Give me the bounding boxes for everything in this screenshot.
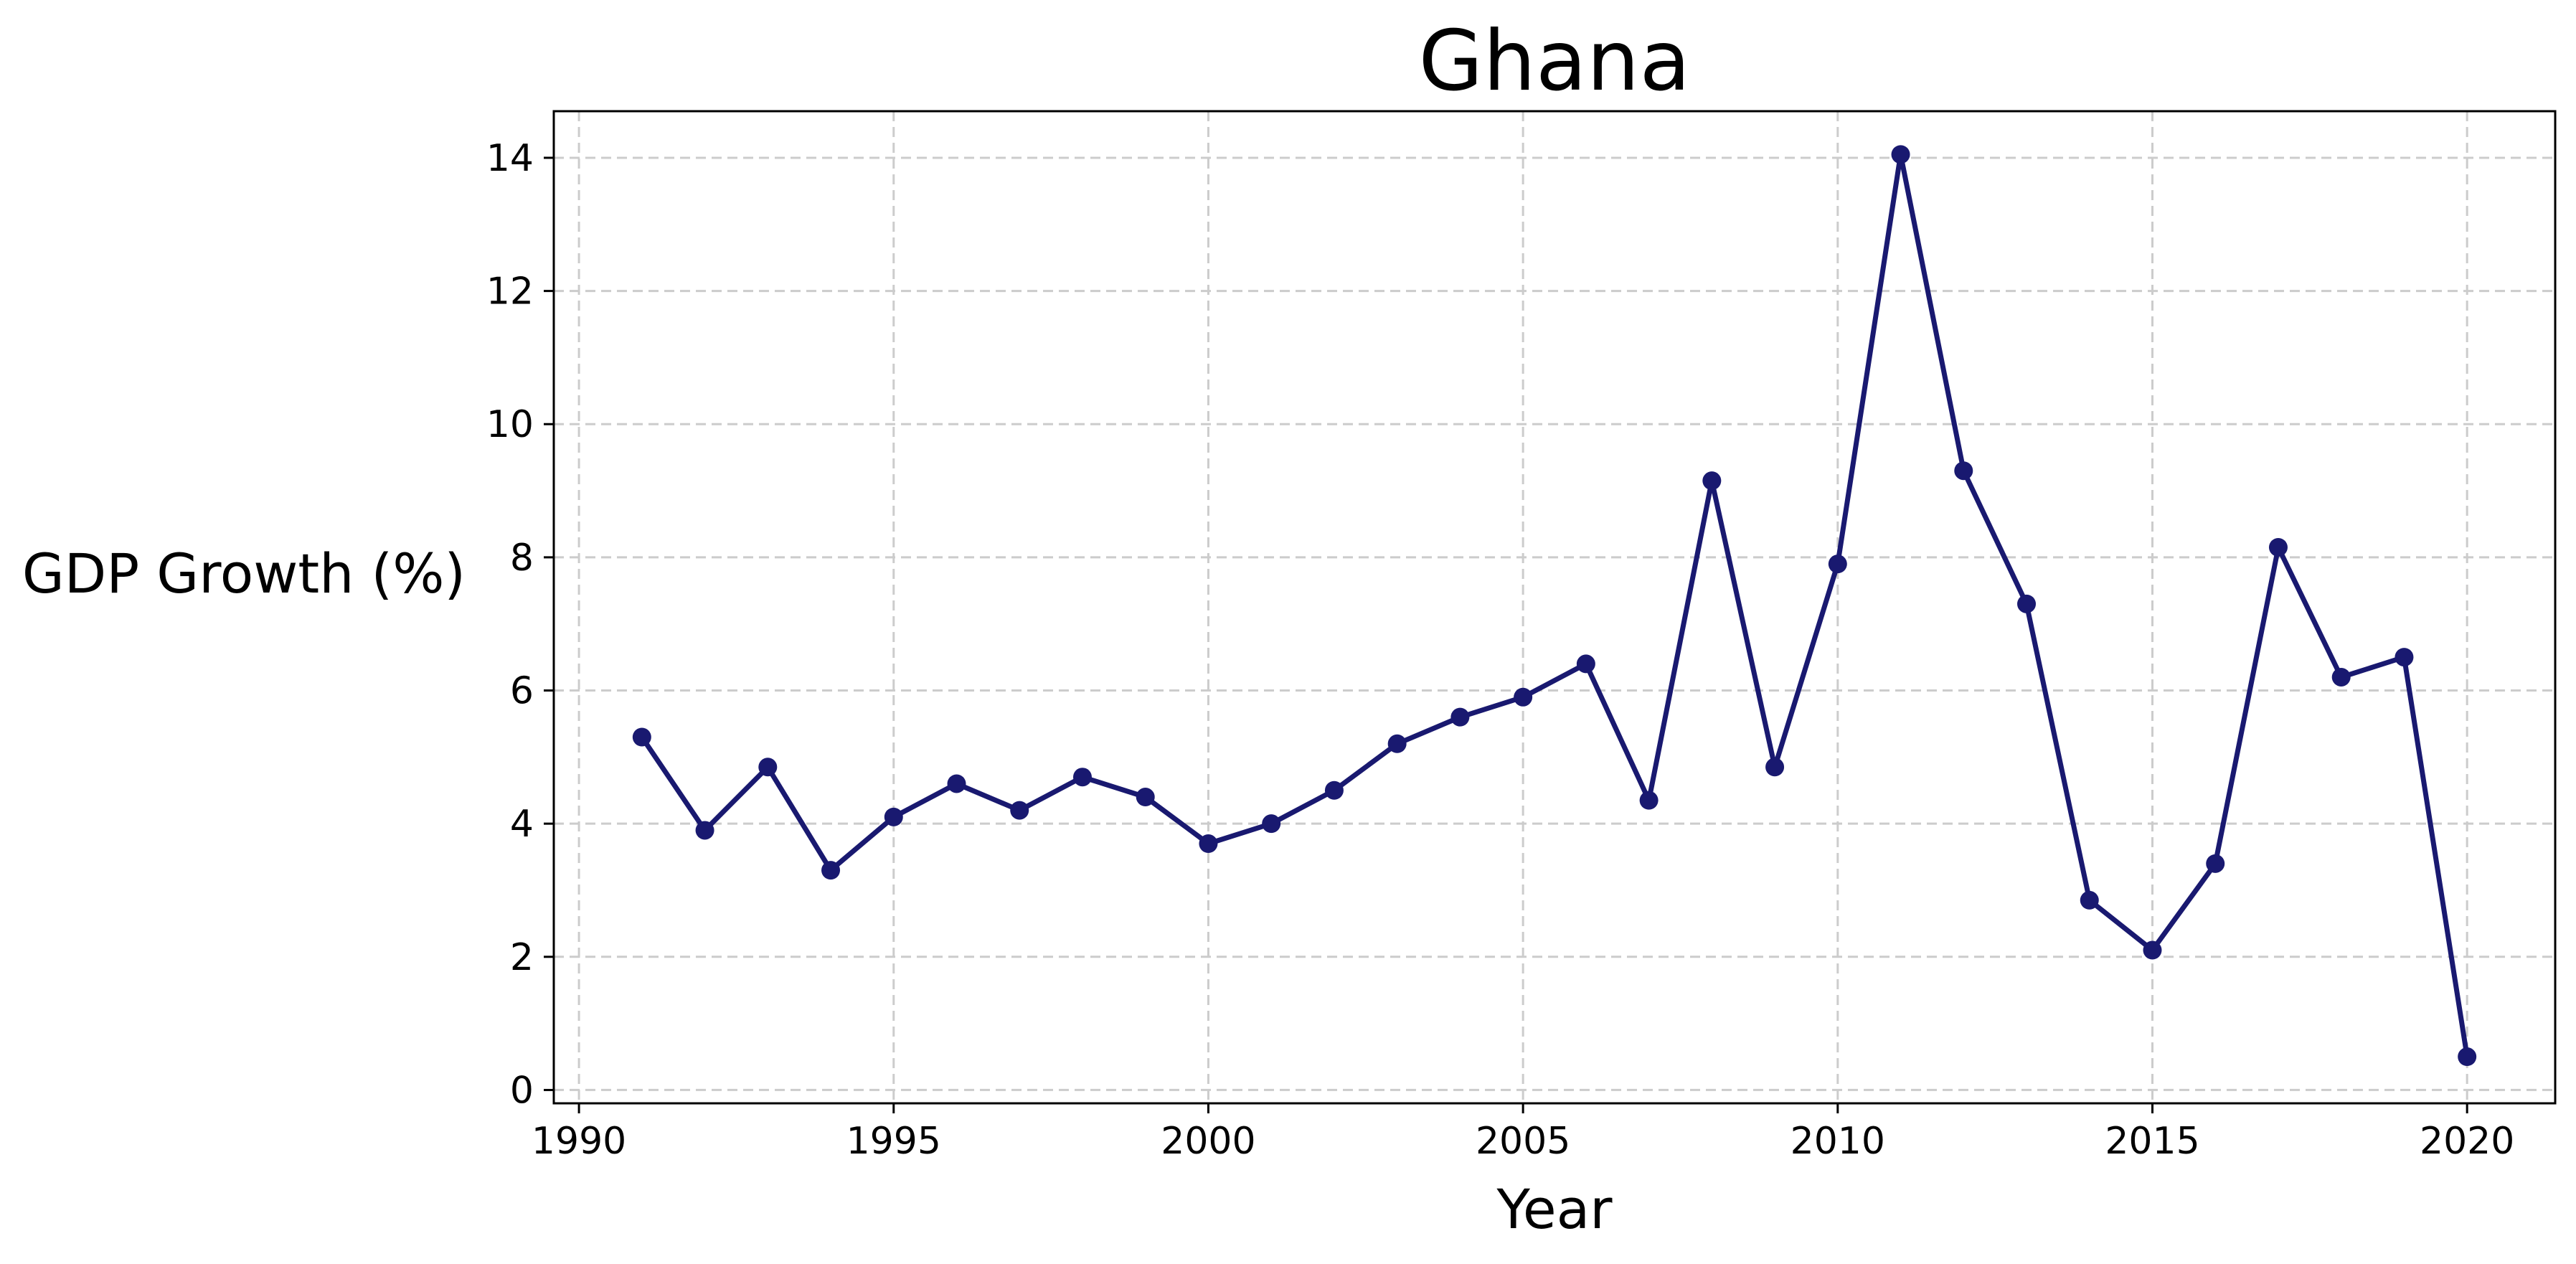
- data-point: [1639, 791, 1659, 810]
- data-point: [1136, 788, 1155, 807]
- x-tick-label: 2005: [1476, 1120, 1570, 1163]
- y-tick-label: 0: [510, 1069, 534, 1112]
- x-tick-label: 2000: [1161, 1120, 1255, 1163]
- x-tick-label: 2010: [1791, 1120, 1885, 1163]
- data-point: [2395, 648, 2414, 667]
- series-line: [639, 151, 2470, 1057]
- y-tick-label: 8: [510, 537, 534, 580]
- data-point: [1010, 801, 1029, 820]
- data-point: [1891, 145, 1910, 164]
- data-point: [1514, 687, 1533, 707]
- y-tick-label: 4: [510, 803, 534, 846]
- data-point: [947, 774, 966, 793]
- data-point: [1450, 707, 1470, 727]
- data-point: [2143, 940, 2162, 960]
- y-tick-label: 6: [510, 670, 534, 713]
- x-tick-label: 2015: [2105, 1120, 2199, 1163]
- data-point: [2268, 537, 2288, 557]
- y-tick-label: 12: [486, 270, 534, 313]
- x-tick-label: 1995: [846, 1120, 941, 1163]
- data-point: [884, 807, 903, 826]
- x-axis-label: Year: [1496, 1177, 1613, 1241]
- data-point: [1828, 555, 1847, 574]
- data-point: [1199, 834, 1218, 854]
- data-point: [695, 821, 714, 840]
- data-point: [2080, 890, 2099, 910]
- data-point: [821, 861, 841, 880]
- data-point: [2017, 594, 2037, 613]
- chart-title: Ghana: [1418, 13, 1690, 110]
- y-tick-label: 14: [486, 137, 534, 180]
- data-point: [1954, 461, 1973, 481]
- data-point: [1765, 758, 1785, 777]
- y-tick-label: 2: [510, 936, 534, 979]
- x-tick-label: 2020: [2420, 1120, 2514, 1163]
- data-point: [758, 758, 778, 777]
- data-point: [1324, 780, 1344, 800]
- data-point: [1072, 768, 1092, 787]
- data-point: [1702, 471, 1722, 491]
- data-point: [2331, 667, 2351, 687]
- data-point: [632, 727, 651, 747]
- plot-frame: [552, 110, 2557, 1105]
- data-point: [2458, 1047, 2477, 1067]
- data-point: [1576, 654, 1595, 674]
- data-point: [1262, 814, 1281, 834]
- axis-ticks: 1990 1995 2000 2005 2010 2015 2020 0 2 4 6 8 10 12 14: [486, 137, 2515, 1163]
- series: [632, 145, 2477, 1067]
- x-tick-label: 1990: [532, 1120, 626, 1163]
- y-axis-label: GDP Growth (%): [22, 542, 466, 605]
- y-tick-label: 10: [486, 403, 534, 446]
- grid: [554, 111, 2555, 1103]
- data-point: [2206, 854, 2225, 873]
- data-point: [1387, 734, 1407, 753]
